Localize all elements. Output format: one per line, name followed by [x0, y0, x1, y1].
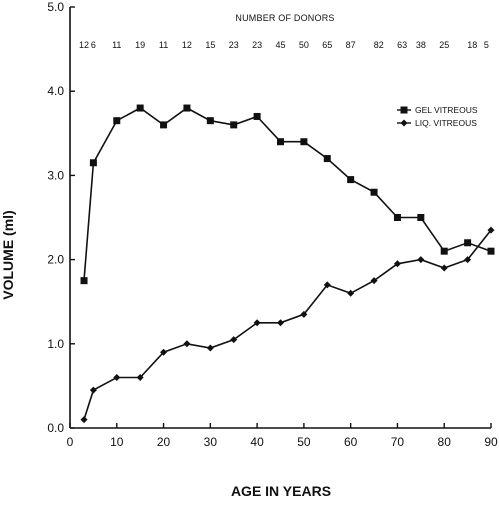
liq-vitreous-point [440, 264, 448, 272]
liq-vitreous-point [80, 416, 88, 424]
y-tick-label: 4.0 [47, 84, 64, 98]
legend: GEL VITREOUS LIQ. VITREOUS [397, 105, 478, 128]
gel-vitreous-point [487, 247, 495, 255]
gel-vitreous-line [83, 107, 492, 281]
gel-vitreous-point [136, 104, 144, 112]
gel-vitreous-point [253, 112, 261, 120]
liq-vitreous-point [113, 373, 121, 381]
legend-label: LIQ. VITREOUS [415, 118, 477, 128]
legend-item-liq-vitreous: LIQ. VITREOUS [397, 118, 477, 128]
y-axis-title: VOLUME (ml) [0, 210, 16, 299]
x-axis-title: AGE IN YEARS [231, 483, 331, 499]
x-tick-label: 30 [204, 435, 218, 449]
donor-count: 15 [205, 40, 215, 50]
x-tick-label: 0 [67, 435, 74, 449]
axes: 0.0 1.0 2.0 3.0 4.0 5.0 0 10 20 30 40 50 60 70 80 90 [47, 0, 498, 449]
donor-count: 45 [275, 40, 285, 50]
liq-vitreous-point [160, 348, 168, 356]
x-tick-label: 60 [344, 435, 358, 449]
donor-count: 87 [346, 40, 356, 50]
donor-count: 5 [484, 40, 489, 50]
x-tick-label: 50 [297, 435, 311, 449]
liq-vitreous-point [206, 344, 214, 352]
gel-vitreous-point [113, 117, 121, 125]
donor-count: 82 [374, 40, 384, 50]
gel-vitreous-point [347, 176, 355, 184]
x-tick-label: 20 [157, 435, 171, 449]
gel-vitreous-point [206, 117, 214, 125]
donor-count: 12 [182, 40, 192, 50]
donor-count: 6 [91, 40, 96, 50]
donor-count-label: NUMBER OF DONORS [235, 13, 334, 23]
gel-vitreous-point [323, 155, 331, 163]
gel-vitreous-point [464, 239, 472, 247]
gel-vitreous-point [183, 104, 191, 112]
liq-vitreous-line [83, 229, 492, 420]
liq-vitreous-point [136, 373, 144, 381]
x-tick-label: 40 [250, 435, 264, 449]
y-tick-label: 3.0 [47, 168, 64, 182]
liq-vitreous-point [464, 256, 472, 264]
donor-count: 11 [159, 40, 168, 50]
gel-vitreous-point [393, 214, 401, 221]
liq-vitreous-point [300, 310, 308, 318]
gel-vitreous-point [230, 121, 238, 129]
y-tick-label: 5.0 [47, 0, 64, 14]
liq-vitreous-series [80, 226, 495, 424]
liq-vitreous-point [417, 256, 425, 264]
gel-vitreous-point [80, 277, 88, 285]
liq-vitreous-point [370, 277, 378, 285]
liq-vitreous-point [487, 226, 495, 234]
gel-vitreous-point [300, 138, 308, 146]
donor-count: 19 [135, 40, 145, 50]
legend-label: GEL VITREOUS [415, 105, 478, 115]
donor-count: 12 [79, 40, 89, 50]
liq-vitreous-point [277, 319, 284, 327]
liq-vitreous-point [347, 289, 355, 297]
gel-vitreous-point [277, 138, 284, 146]
x-tick-label: 70 [391, 435, 405, 449]
gel-vitreous-point [160, 121, 168, 129]
gel-vitreous-point [370, 188, 378, 196]
gel-vitreous-point [89, 159, 97, 167]
x-tick-label: 10 [110, 435, 124, 449]
legend-item-gel-vitreous: GEL VITREOUS [397, 105, 478, 115]
y-tick-label: 2.0 [47, 253, 64, 267]
y-tick-label: 0.0 [47, 421, 64, 435]
y-tick-label: 1.0 [47, 337, 64, 351]
donor-count: 11 [112, 40, 121, 50]
liq-vitreous-point [230, 336, 238, 344]
liq-vitreous-point [253, 319, 261, 327]
x-tick-label: 80 [438, 435, 452, 449]
gel-vitreous-point [440, 247, 448, 255]
donor-count: 23 [252, 40, 262, 50]
donor-counts: 12 6 11 19 11 12 15 23 23 45 50 65 87 82 63 38 25 18 5 [79, 40, 489, 50]
x-tick-label: 90 [484, 435, 498, 449]
donor-count: 65 [322, 40, 332, 50]
donor-count: 50 [299, 40, 309, 50]
liq-vitreous-point [323, 281, 331, 289]
gel-vitreous-series [80, 104, 495, 285]
liq-vitreous-point [183, 340, 191, 348]
donor-count: 38 [416, 40, 426, 50]
donor-count: 63 [397, 40, 407, 50]
diamond-marker-icon [400, 119, 408, 127]
series-layer [80, 104, 495, 424]
donor-count: 23 [229, 40, 239, 50]
liq-vitreous-point [89, 386, 97, 394]
square-marker-icon [400, 106, 408, 114]
donor-count: 25 [439, 40, 449, 50]
liq-vitreous-point [393, 260, 401, 268]
gel-vitreous-point [417, 214, 425, 221]
donor-count: 18 [467, 40, 477, 50]
